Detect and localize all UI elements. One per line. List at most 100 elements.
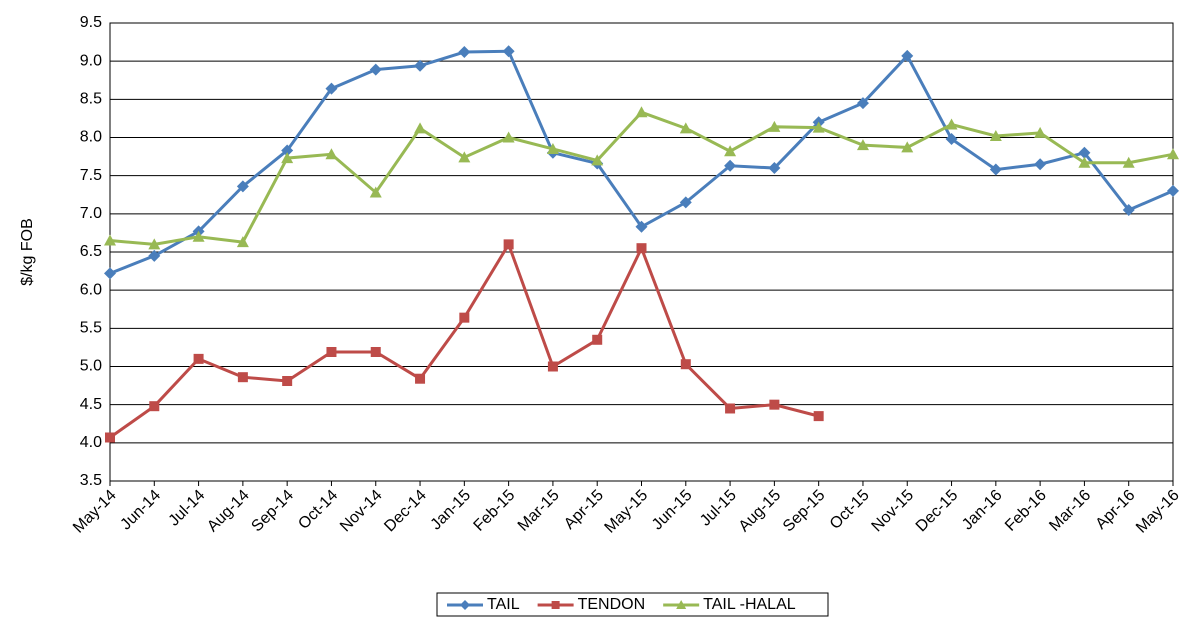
y-tick-label: 4.5 — [80, 396, 102, 413]
marker — [989, 163, 1002, 176]
x-tick-label: Apr-16 — [1093, 487, 1139, 533]
marker — [325, 148, 338, 160]
marker — [236, 180, 249, 193]
marker — [458, 151, 471, 163]
y-tick-label: 4.0 — [80, 434, 102, 451]
y-tick-label: 9.5 — [80, 14, 102, 31]
x-tick-label: Jan-15 — [428, 487, 475, 534]
marker — [636, 243, 647, 254]
x-tick-label: Aug-14 — [204, 487, 253, 536]
marker — [901, 49, 914, 62]
marker — [551, 601, 560, 609]
marker — [1122, 156, 1135, 168]
marker — [635, 220, 648, 233]
x-tick-label: Jun-15 — [649, 487, 696, 534]
marker — [193, 353, 204, 364]
x-tick-label: Sep-14 — [248, 487, 297, 536]
x-tick-label: Sep-15 — [780, 487, 829, 536]
marker — [1034, 158, 1047, 171]
x-tick-label: Jul-15 — [697, 487, 740, 530]
y-tick-label: 3.5 — [80, 472, 102, 489]
x-tick-label: Feb-16 — [1002, 487, 1050, 535]
x-tick-label: Mar-15 — [515, 487, 563, 535]
marker — [1078, 156, 1091, 168]
marker — [724, 145, 737, 157]
marker — [414, 122, 427, 134]
y-axis-label: $/kg FOB — [19, 218, 36, 286]
marker — [104, 267, 116, 280]
legend-label: TENDON — [578, 596, 646, 613]
x-tick-label: Jun-14 — [117, 487, 164, 534]
x-tick-label: Mar-16 — [1046, 487, 1094, 535]
y-tick-label: 8.0 — [80, 129, 102, 146]
marker — [592, 334, 603, 345]
marker — [1034, 126, 1047, 138]
x-tick-label: Jan-16 — [959, 487, 1006, 534]
marker — [148, 238, 161, 250]
marker — [591, 154, 604, 166]
marker — [1078, 146, 1091, 159]
marker — [503, 239, 514, 250]
marker — [281, 152, 294, 164]
marker — [679, 122, 692, 134]
marker — [148, 249, 161, 262]
marker — [547, 361, 558, 372]
series-line — [109, 240, 820, 439]
marker — [192, 230, 205, 242]
marker — [369, 63, 382, 76]
legend-label: TAIL — [487, 596, 520, 613]
x-tick-label: May-14 — [70, 487, 120, 537]
marker — [901, 141, 914, 153]
x-tick-label: May-16 — [1133, 487, 1183, 537]
legend: TAIL TENDON TAIL -HALAL — [436, 592, 829, 617]
marker — [635, 106, 648, 118]
marker — [460, 600, 470, 610]
marker — [680, 359, 691, 370]
marker — [546, 142, 559, 154]
marker — [856, 97, 869, 110]
x-tick-label: May-15 — [602, 487, 652, 537]
marker — [679, 196, 692, 209]
marker — [856, 139, 869, 151]
marker — [282, 376, 293, 387]
y-tick-label: 8.5 — [80, 91, 102, 108]
marker — [768, 120, 781, 132]
marker — [326, 346, 337, 357]
marker — [945, 133, 958, 146]
marker — [812, 121, 825, 133]
marker — [236, 236, 249, 248]
series-line — [109, 49, 1174, 275]
marker — [502, 131, 515, 143]
marker — [502, 45, 515, 58]
x-tick-label: Nov-14 — [337, 487, 386, 536]
y-tick-label: 5.5 — [80, 320, 102, 337]
marker — [676, 600, 687, 609]
marker — [281, 144, 294, 157]
marker — [369, 186, 382, 198]
x-tick-label: Feb-15 — [471, 487, 519, 535]
y-tick-label: 7.5 — [80, 167, 102, 184]
x-tick-label: Dec-14 — [381, 487, 430, 536]
legend-label: TAIL -HALAL — [703, 596, 796, 613]
marker — [724, 159, 737, 172]
y-tick-label: 9.0 — [80, 52, 102, 69]
x-tick-label: Dec-15 — [913, 487, 962, 536]
marker — [813, 411, 824, 422]
x-tick-label: Oct-14 — [295, 487, 341, 533]
marker — [415, 373, 426, 384]
x-tick-label: Apr-15 — [561, 487, 607, 533]
marker — [459, 312, 470, 323]
marker — [1122, 204, 1135, 217]
marker — [1167, 148, 1179, 160]
marker — [989, 129, 1002, 141]
marker — [370, 346, 381, 357]
x-tick-label: Aug-15 — [736, 487, 785, 536]
marker — [1167, 184, 1179, 197]
marker — [237, 372, 248, 383]
x-tick-label: Nov-15 — [869, 487, 918, 536]
marker — [105, 432, 115, 443]
marker — [149, 401, 160, 412]
marker — [458, 46, 471, 59]
legend-box — [436, 592, 829, 617]
